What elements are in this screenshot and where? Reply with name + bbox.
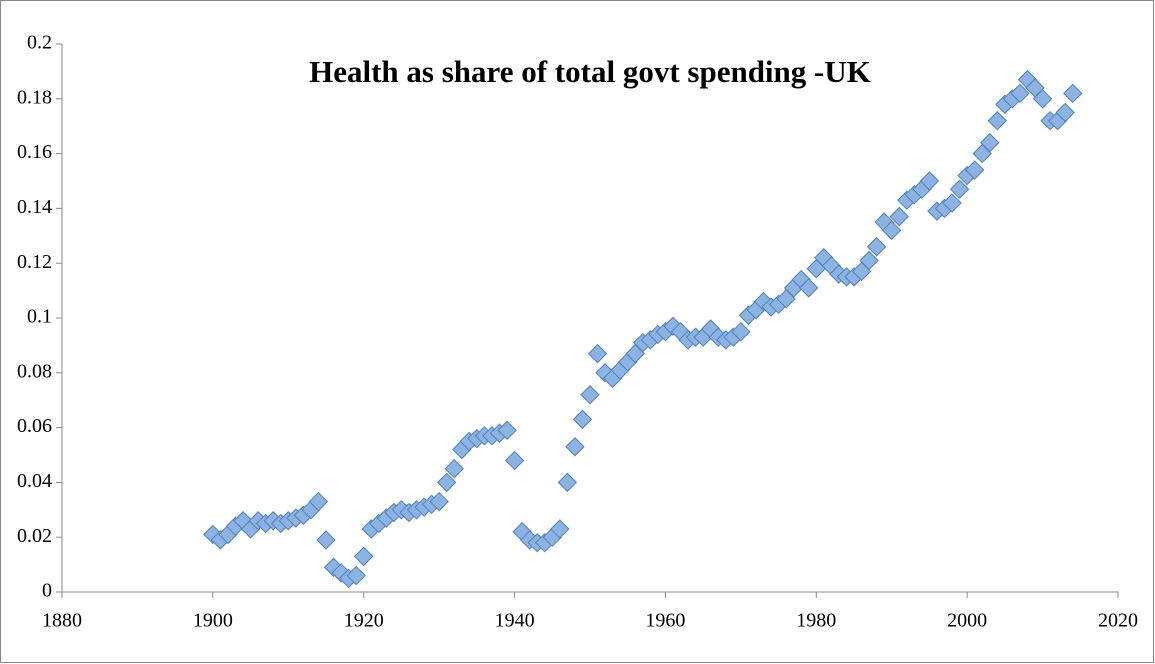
x-tick-label: 1980 (796, 610, 836, 632)
marker (497, 420, 517, 441)
chart-title: Health as share of total govt spending -… (309, 54, 871, 89)
marker (346, 565, 366, 586)
x-tick-label: 2000 (947, 610, 987, 632)
marker (799, 278, 819, 298)
marker (987, 111, 1008, 131)
x-tick-label: 1940 (495, 610, 535, 632)
marker (859, 250, 879, 271)
marker (580, 385, 600, 405)
marker (949, 179, 970, 199)
marker (964, 160, 985, 180)
marker (889, 206, 909, 227)
marker (436, 472, 457, 493)
x-tick-label: 1920 (344, 610, 384, 632)
marker (308, 491, 329, 512)
marker (919, 171, 940, 191)
marker (882, 220, 902, 241)
marker (504, 450, 525, 471)
marker (557, 472, 578, 493)
y-tick-label: 0.18 (17, 86, 52, 108)
marker (753, 291, 774, 312)
x-tick-label: 1900 (193, 610, 233, 632)
y-tick-label: 0.02 (17, 525, 52, 547)
x-tick-label: 1960 (645, 610, 685, 632)
marker (316, 530, 336, 550)
marker (731, 321, 751, 342)
y-tick-label: 0.08 (17, 360, 52, 382)
y-tick-label: 0.04 (17, 470, 52, 492)
y-tick-label: 0.1 (27, 306, 52, 328)
marker (429, 491, 449, 512)
y-tick-label: 0.06 (17, 415, 52, 437)
y-tick-label: 0.12 (17, 251, 52, 273)
y-tick-label: 0.14 (17, 196, 52, 218)
y-tick-label: 0.16 (17, 141, 52, 163)
x-tick-label: 2020 (1098, 610, 1138, 632)
marker (866, 237, 887, 257)
marker (1010, 83, 1030, 104)
marker (354, 546, 374, 567)
marker (550, 519, 570, 539)
y-tick-label: 0 (42, 580, 52, 602)
marker (1063, 83, 1083, 104)
marker (942, 193, 962, 213)
x-tick-label: 1880 (42, 610, 82, 632)
marker (323, 557, 344, 578)
y-tick-label: 0.2 (27, 32, 52, 54)
marker (572, 409, 593, 430)
marker (587, 343, 608, 364)
marker (980, 132, 1000, 153)
marker (565, 437, 585, 457)
marker (331, 563, 351, 583)
marker (444, 458, 464, 479)
marker (1055, 102, 1075, 123)
marker (1032, 89, 1053, 109)
